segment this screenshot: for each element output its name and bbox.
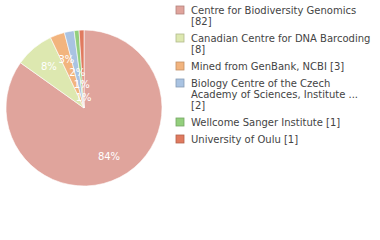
legend-label: Centre for Biodiversity Genomics[82] [191, 5, 356, 27]
legend-label: Biology Centre of the CzechAcademy of Sc… [191, 78, 358, 111]
legend-label: Canadian Centre for DNA Barcoding[8] [191, 33, 370, 55]
legend-swatch [176, 135, 184, 143]
legend-swatch [176, 6, 184, 14]
pie [6, 30, 162, 186]
data-label: 2% [69, 67, 85, 78]
legend: Centre for Biodiversity Genomics[82] Cana… [176, 5, 370, 145]
legend-swatch [176, 118, 184, 126]
legend-label: Mined from GenBank, NCBI [3] [191, 61, 344, 72]
legend-swatch [176, 34, 184, 42]
legend-swatch [176, 79, 184, 87]
data-label: 1% [76, 92, 92, 103]
data-label: 1% [74, 79, 90, 90]
chart: 84%8%3%2%1%1%Centre for Biodiversity Gen… [0, 0, 380, 240]
data-labels: 84%8%3%2%1%1% [41, 54, 120, 162]
pie-slice [6, 30, 162, 186]
legend-label: Wellcome Sanger Institute [1] [191, 117, 340, 128]
data-label: 3% [58, 54, 74, 65]
legend-label: University of Oulu [1] [191, 134, 298, 145]
data-label: 84% [98, 151, 120, 162]
data-label: 8% [41, 61, 57, 72]
legend-swatch [176, 62, 184, 70]
